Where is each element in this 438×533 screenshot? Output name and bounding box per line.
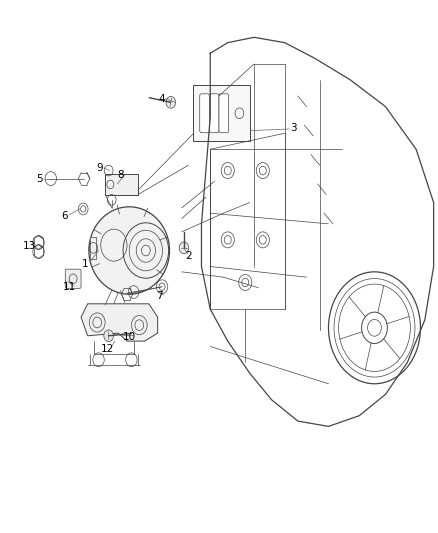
FancyBboxPatch shape [193, 85, 250, 141]
FancyBboxPatch shape [65, 269, 81, 288]
Circle shape [179, 242, 189, 254]
FancyBboxPatch shape [105, 174, 138, 195]
Text: 11: 11 [63, 282, 76, 292]
Text: 5: 5 [36, 174, 43, 183]
Ellipse shape [89, 207, 170, 294]
Polygon shape [81, 304, 158, 341]
Text: 1: 1 [82, 259, 89, 269]
Text: 7: 7 [156, 291, 163, 301]
Text: 3: 3 [290, 123, 297, 133]
FancyBboxPatch shape [219, 94, 229, 133]
Text: 8: 8 [117, 170, 124, 180]
Text: 9: 9 [96, 163, 103, 173]
Text: 2: 2 [185, 251, 192, 261]
Polygon shape [90, 237, 96, 259]
Text: 4: 4 [159, 94, 166, 103]
Circle shape [104, 330, 113, 342]
Text: 12: 12 [101, 344, 114, 354]
Circle shape [166, 96, 176, 108]
Text: 6: 6 [61, 211, 68, 221]
FancyBboxPatch shape [209, 94, 219, 133]
FancyBboxPatch shape [200, 94, 209, 133]
Text: 13: 13 [23, 241, 36, 251]
Text: 10: 10 [123, 332, 136, 342]
